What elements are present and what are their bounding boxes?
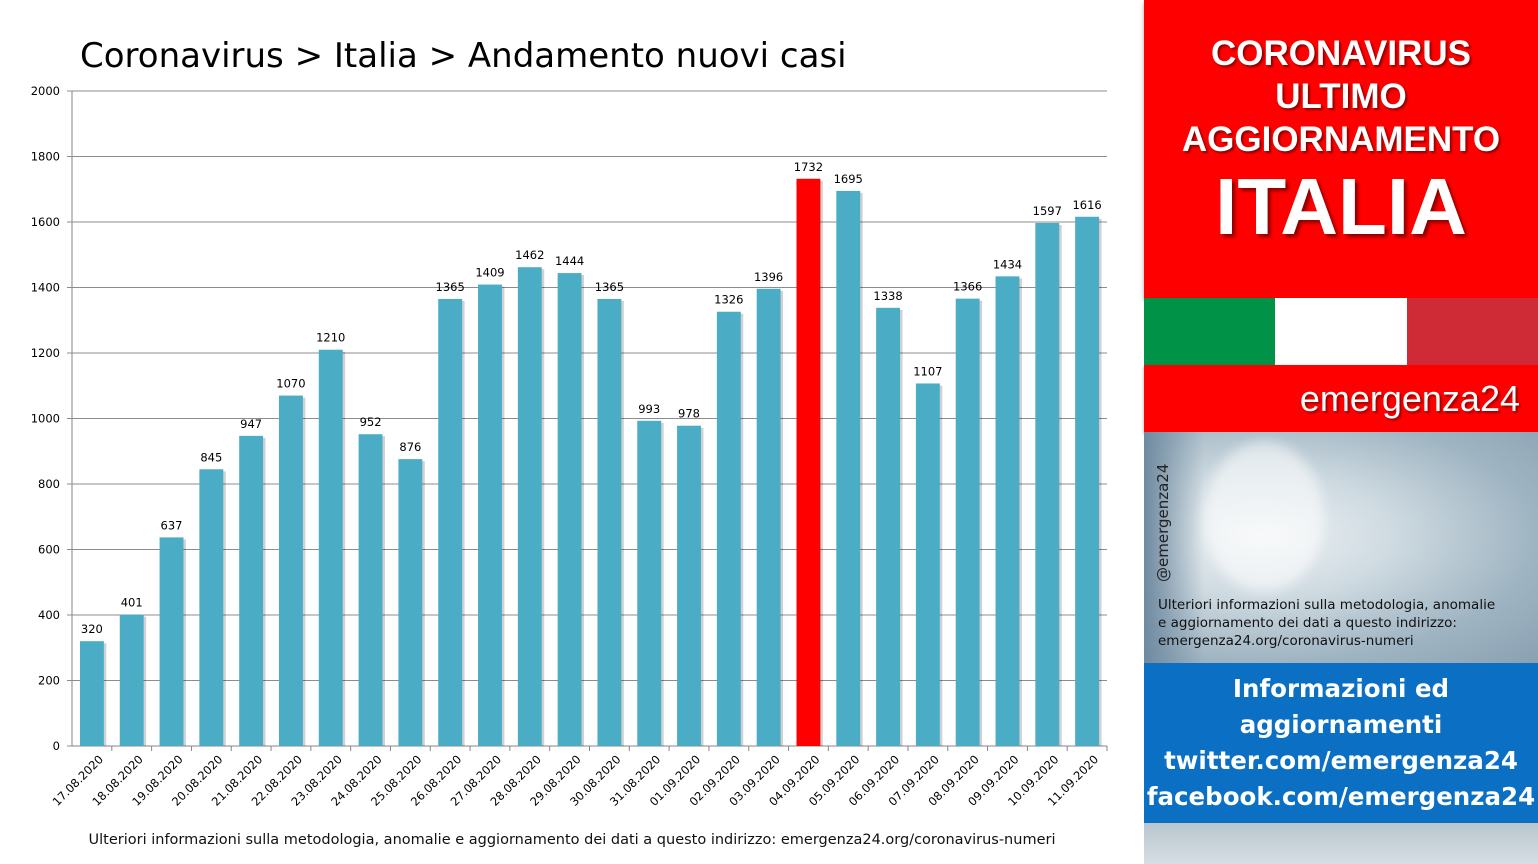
data-label: 1597	[1033, 204, 1062, 218]
data-label: 947	[240, 417, 262, 431]
data-label: 876	[399, 440, 421, 454]
banner-country: ITALIA	[1215, 162, 1467, 251]
data-label: 1616	[1072, 198, 1101, 212]
social-handle: @emergenza24	[1154, 463, 1172, 582]
chart-footnote: Ulteriori informazioni sulla metodologia…	[88, 832, 1056, 848]
bar	[159, 537, 184, 746]
y-tick-label: 1600	[31, 215, 60, 229]
bar	[836, 190, 861, 746]
y-tick-label: 400	[38, 608, 60, 622]
banner-line-ultimo: ULTIMO	[1275, 77, 1407, 116]
bar	[995, 276, 1020, 746]
bar	[239, 435, 264, 746]
data-label: 1070	[276, 377, 305, 391]
twitter-link[interactable]: twitter.com/emergenza24	[1164, 746, 1518, 775]
banner-line-coronavirus: CORONAVIRUS	[1211, 34, 1471, 73]
data-label: 401	[121, 596, 143, 610]
y-tick-label: 200	[38, 674, 60, 688]
data-label: 1365	[436, 280, 465, 294]
bar	[955, 298, 980, 746]
data-label: 993	[638, 402, 660, 416]
bar	[119, 614, 144, 746]
data-label: 1326	[714, 293, 743, 307]
bar	[915, 383, 940, 746]
data-label: 1366	[953, 280, 982, 294]
photo-highlight	[1204, 442, 1324, 592]
y-tick-label: 0	[53, 739, 60, 753]
italian-flag-icon	[1144, 298, 1538, 365]
info-line: aggiornamenti	[1239, 710, 1443, 739]
info-box: Informazioni ed aggiornamenti twitter.co…	[1144, 663, 1538, 823]
bar	[398, 459, 423, 746]
methodology-note: Ulteriori informazioni sulla metodologia…	[1158, 596, 1538, 650]
data-label: 1210	[316, 331, 345, 345]
bar	[796, 178, 821, 746]
data-label: 637	[161, 518, 183, 532]
methodology-note-link[interactable]: emergenza24.org/coronavirus-numeri	[1158, 633, 1414, 649]
data-label: 1409	[475, 266, 504, 280]
flag-stripe-white	[1275, 298, 1407, 365]
data-label: 952	[360, 415, 382, 429]
data-label: 1365	[595, 280, 624, 294]
bar	[597, 298, 622, 746]
y-tick-label: 800	[38, 477, 60, 491]
chart-panel: Coronavirus > Italia > Andamento nuovi c…	[30, 36, 1108, 848]
bar	[199, 469, 224, 746]
methodology-note-line: e aggiornamento dei dati a questo indiri…	[1158, 615, 1457, 631]
update-banner: CORONAVIRUS ULTIMO AGGIORNAMENTO ITALIA	[1144, 0, 1538, 298]
bar	[279, 395, 303, 746]
bar	[756, 288, 781, 746]
data-label: 1732	[794, 160, 823, 174]
y-tick-label: 1000	[31, 412, 60, 426]
background-photo: @emergenza24 Ulteriori informazioni sull…	[1144, 432, 1538, 663]
bar	[517, 267, 542, 746]
data-label: 1695	[834, 172, 863, 186]
bar	[557, 273, 582, 746]
y-tick-label: 1200	[31, 346, 60, 360]
bar	[358, 434, 383, 746]
data-label: 1396	[754, 270, 783, 284]
bar	[677, 425, 701, 746]
facebook-link[interactable]: facebook.com/emergenza24	[1146, 782, 1536, 811]
flag-stripe-red	[1406, 298, 1538, 365]
banner-line-aggiornamento: AGGIORNAMENTO	[1181, 120, 1501, 159]
bar-chart: 0 200 400 600 800 1000 1200 1400 1600 1800 2000 320…	[31, 84, 1108, 809]
photo-shadow	[1144, 432, 1204, 663]
y-tick-label: 1800	[31, 150, 60, 164]
brand-name: emergenza24	[1144, 365, 1538, 432]
sidebar: CORONAVIRUS ULTIMO AGGIORNAMENTO ITALIA …	[1144, 0, 1538, 864]
bar	[318, 349, 343, 746]
chart-title: Coronavirus > Italia > Andamento nuovi c…	[80, 36, 847, 76]
bar	[478, 284, 502, 746]
flag-stripe-green	[1144, 298, 1276, 365]
y-tick-label: 600	[38, 543, 60, 557]
sidebar-bottom-photo	[1144, 823, 1538, 864]
bar	[876, 307, 900, 746]
data-label: 1434	[993, 257, 1022, 271]
data-label: 1338	[873, 289, 902, 303]
data-label: 1462	[515, 248, 544, 262]
bar	[438, 298, 463, 746]
y-tick-label: 1400	[31, 281, 60, 295]
info-line: Informazioni ed	[1232, 674, 1450, 703]
bar	[1035, 222, 1060, 747]
data-label: 1444	[555, 254, 584, 268]
data-label: 1107	[913, 364, 942, 378]
data-label: 978	[678, 407, 700, 421]
bar	[79, 641, 104, 746]
data-label: 320	[81, 622, 103, 636]
data-label: 845	[200, 450, 222, 464]
methodology-note-line: Ulteriori informazioni sulla metodologia…	[1158, 597, 1496, 613]
bar	[1075, 216, 1100, 746]
y-tick-label: 2000	[31, 84, 60, 98]
bar	[637, 420, 662, 746]
bar	[716, 311, 741, 746]
